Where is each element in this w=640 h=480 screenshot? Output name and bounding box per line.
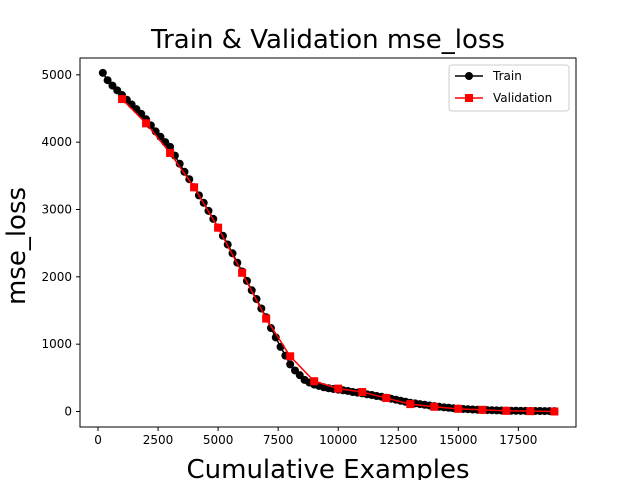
- legend-marker: [465, 72, 473, 80]
- validation-point: [286, 352, 295, 361]
- y-tick-label: 1000: [41, 337, 72, 351]
- y-tick-label: 5000: [41, 68, 72, 82]
- y-tick-label: 2000: [41, 270, 72, 284]
- chart-title: Train & Validation mse_loss: [150, 25, 505, 55]
- x-tick-label: 15000: [439, 433, 477, 447]
- x-tick-label: 7500: [263, 433, 294, 447]
- validation-point: [142, 119, 151, 128]
- train-point: [166, 142, 175, 151]
- x-tick-label: 12500: [379, 433, 417, 447]
- validation-point: [238, 268, 247, 277]
- legend-marker: [465, 94, 473, 102]
- legend-label: Train: [492, 69, 522, 83]
- validation-point: [118, 95, 127, 104]
- validation-point: [214, 223, 223, 232]
- validation-point: [382, 394, 391, 403]
- y-tick-label: 0: [64, 405, 72, 419]
- y-axis-title: mse_loss: [2, 187, 32, 305]
- legend-item-validation: Validation: [455, 91, 552, 105]
- validation-point: [334, 384, 343, 393]
- series-layer: [98, 68, 559, 416]
- y-tick-label: 4000: [41, 135, 72, 149]
- plot-border: [79, 57, 577, 428]
- x-tick-label: 0: [94, 433, 102, 447]
- validation-point: [166, 148, 175, 157]
- validation-point: [406, 400, 415, 409]
- x-tick-label: 17500: [499, 433, 537, 447]
- train-point: [286, 360, 295, 369]
- train-point: [103, 76, 112, 85]
- validation-point: [550, 407, 559, 416]
- validation-point: [454, 404, 463, 413]
- train-point: [175, 159, 184, 168]
- validation-point: [358, 387, 367, 396]
- train-line: [102, 72, 555, 412]
- series-train: [98, 68, 559, 416]
- legend-item-train: Train: [455, 69, 522, 83]
- validation-point: [478, 405, 487, 414]
- x-axis-title: Cumulative Examples: [186, 455, 469, 480]
- x-tick-label: 10000: [319, 433, 357, 447]
- validation-point: [526, 407, 535, 416]
- axes-frame: [79, 57, 577, 428]
- validation-point: [190, 183, 199, 192]
- legend: Train Validation: [448, 64, 570, 112]
- validation-point: [310, 377, 319, 386]
- validation-point: [502, 406, 511, 415]
- y-axis-ticks: 0 1000 2000 3000 4000 5000: [41, 68, 80, 419]
- x-tick-label: 2500: [143, 433, 174, 447]
- train-point: [98, 68, 107, 77]
- x-axis-ticks: 0 2500 5000 7500 10000 12500 15000 17500: [94, 427, 537, 447]
- legend-label: Validation: [493, 91, 552, 105]
- validation-point: [430, 402, 439, 411]
- validation-line: [121, 98, 555, 413]
- series-validation: [118, 95, 559, 416]
- validation-point: [262, 314, 271, 323]
- y-tick-label: 3000: [41, 203, 72, 217]
- x-tick-label: 5000: [203, 433, 234, 447]
